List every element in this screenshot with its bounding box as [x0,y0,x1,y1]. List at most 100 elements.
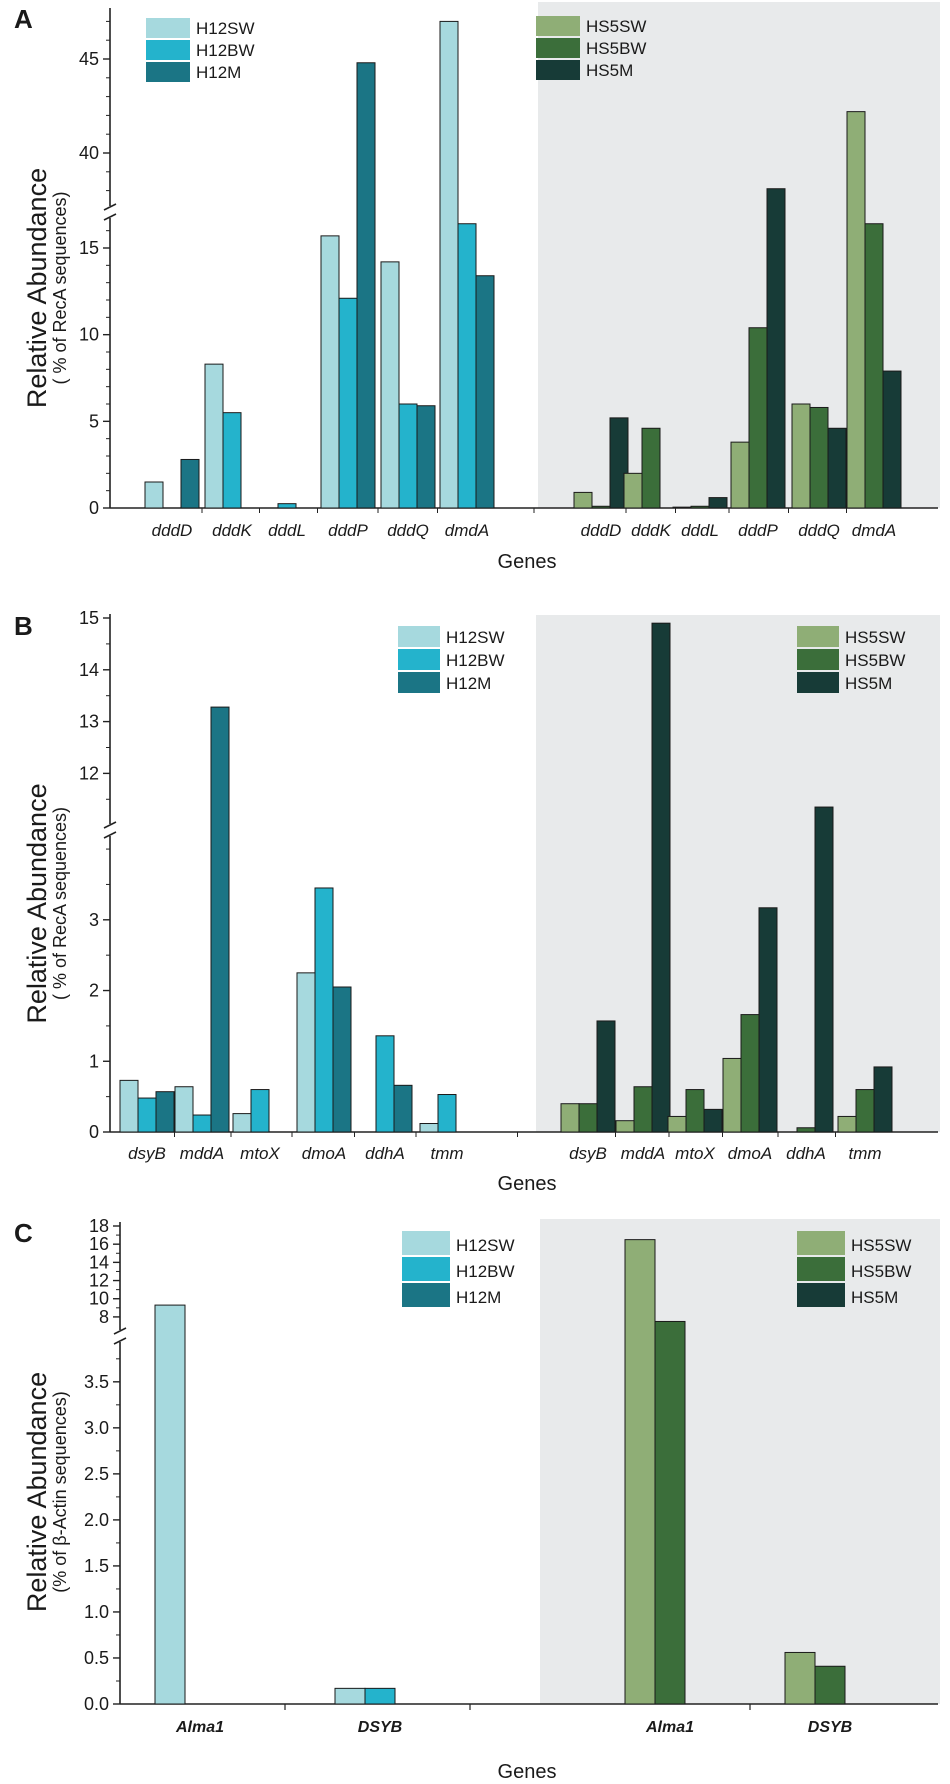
y-axis-subtitle: ( % of RecA sequences) [50,807,70,1000]
y-tick-label: 5 [89,411,99,431]
x-tick-label: mddA [180,1144,224,1163]
y-axis-title: Relative Abundance [22,1372,52,1612]
legend-hs5: HS5SW HS5BW HS5M [797,1231,911,1307]
x-axis-title: Genes [498,551,557,573]
x-tick-label: DSYB [808,1719,852,1736]
y-axis-subtitle: (% of β-Actin sequences) [50,1391,70,1592]
legend-swatch-h12sw [146,18,190,38]
y-tick-label: 10 [79,325,99,345]
y-tick-label: 3 [89,910,99,930]
bar-h12bw [137,1097,157,1133]
bar-hs5m [651,622,671,1133]
legend-swatch-hs5sw [536,16,580,36]
y-tick-label: 3.5 [84,1372,109,1392]
bar-hs5m [766,188,786,509]
y-tick-label: 2.0 [84,1510,109,1530]
bar-hs5m [708,497,728,509]
legend-label: H12BW [196,41,255,60]
y-tick-label: 0.5 [84,1648,109,1668]
bar-hs5m [814,806,834,1133]
legend-label: HS5SW [851,1236,911,1255]
bar-hs5bw [740,1014,760,1133]
y-axis-title: Relative Abundance [22,783,52,1023]
x-tick-label: dmoA [728,1144,772,1163]
bar-hs5bw [864,223,884,509]
bar-hs5sw [573,491,593,509]
legend-label: H12SW [456,1236,515,1255]
legend-swatch-h12m [402,1283,450,1307]
legend-swatch-hs5m [536,60,580,80]
x-tick-label: Alma1 [645,1719,694,1736]
legend-h12: H12SW H12BW H12M [146,18,255,82]
bar-hs5sw [784,1651,816,1705]
legend-swatch-h12m [398,672,440,693]
bar-h12sw [154,1304,186,1705]
y-tick-label: 3.0 [84,1418,109,1438]
bar-h12m [180,458,200,509]
y-tick-label: 2 [89,981,99,1001]
bar-hs5bw [633,1086,653,1133]
bar-h12sw [380,261,400,509]
bar-h12bw [398,403,418,509]
bar-h12bw [192,1114,212,1133]
x-tick-label: dddK [631,521,671,540]
bar-hs5m [596,1020,616,1133]
legend-swatch-h12bw [402,1257,450,1281]
bar-hs5sw [672,506,692,509]
axis-break-mark [103,831,117,839]
x-tick-label: mtoX [675,1144,715,1163]
y-tick-label: 14 [79,660,99,680]
axis-break-mark [113,1327,127,1335]
x-tick-label: mtoX [240,1144,280,1163]
bar-hs5sw [623,472,643,509]
x-tick-label: dddK [212,521,252,540]
bar-hs5sw [791,403,811,509]
bar-hs5bw [685,1089,705,1133]
legend-swatch-hs5bw [797,1257,845,1281]
bar-h12sw [334,1687,366,1705]
y-tick-label: 12 [79,763,99,783]
bar-h12m [210,706,230,1133]
legend-label: H12M [456,1288,501,1307]
bar-hs5bw [814,1665,846,1705]
y-tick-label: 0 [89,498,99,518]
x-tick-label: dmdA [445,521,489,540]
panel-c: C Relative Abundance(% of β-Actin sequenc… [14,1216,940,1783]
legend-label: HS5SW [586,17,646,36]
x-tick-label: dddL [268,521,306,540]
y-tick-label: 1.5 [84,1556,109,1576]
x-tick-label: dddP [328,521,368,540]
y-axis-title: Relative Abundance [22,168,52,408]
bar-hs5sw [837,1115,857,1133]
x-tick-label: mddA [621,1144,665,1163]
legend-label: H12BW [456,1262,515,1281]
legend-label: HS5M [851,1288,898,1307]
legend-label: HS5M [845,674,892,693]
x-tick-label: Alma1 [175,1719,224,1736]
legend-swatch-h12m [146,62,190,82]
x-tick-label: dddQ [798,521,840,540]
panel-b: B Relative Abundance( % of RecA sequences… [14,608,940,1195]
bar-h12sw [174,1086,194,1133]
bar-hs5m [758,907,778,1133]
y-tick-label: 16 [89,1234,109,1254]
y-tick-label: 2.5 [84,1464,109,1484]
y-tick-label: 10 [89,1289,109,1309]
bar-hs5sw [560,1103,580,1133]
bar-h12bw [338,297,358,509]
x-tick-label: dsyB [569,1144,607,1163]
bar-h12sw [296,972,316,1133]
bar-hs5m [827,427,847,509]
bar-hs5sw [624,1239,656,1705]
y-tick-label: 14 [89,1252,109,1272]
legend-swatch-hs5m [797,672,839,693]
legend-swatch-h12bw [398,649,440,670]
x-tick-label: dddD [152,521,193,540]
legend-h12: H12SW H12BW H12M [402,1231,515,1307]
x-tick-label: DSYB [358,1719,402,1736]
x-tick-label: dddQ [387,521,429,540]
bar-h12sw [320,235,340,509]
bar-h12m [356,62,376,509]
bar-h12sw [232,1113,252,1133]
